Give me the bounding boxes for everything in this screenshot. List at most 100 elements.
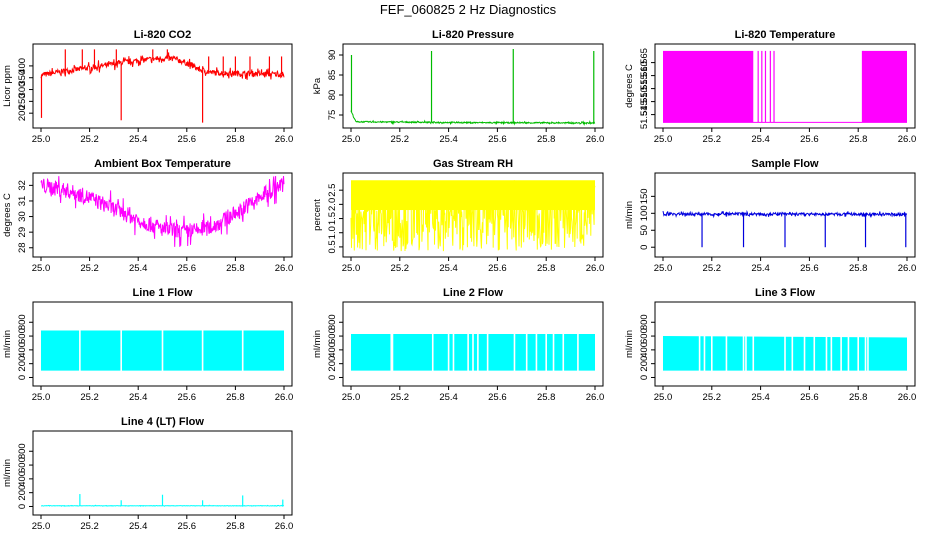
data-layer: [351, 332, 595, 372]
data-layer: [40, 49, 285, 123]
y-tick-label: 2.0: [327, 198, 338, 211]
chart-panel: Gas Stream RH percent 25.0 25.2 25.4 25.6 25.8…: [312, 158, 604, 274]
y-tick-label: 800: [17, 314, 28, 330]
y-tick-label: 0: [639, 245, 650, 250]
y-tick-label: 90: [327, 50, 338, 61]
data-layer: [663, 335, 907, 372]
x-tick-label: 25.2: [703, 392, 722, 403]
x-tick-label: 25.8: [849, 134, 868, 145]
y-axis-label: kPa: [312, 77, 323, 94]
x-tick-label: 26.0: [275, 392, 294, 403]
x-tick-label: 25.0: [654, 134, 673, 145]
plot-frame: [654, 172, 916, 258]
y-axis-label: ml/min: [2, 330, 13, 358]
x-tick-label: 26.0: [586, 263, 605, 274]
y-tick-label: 800: [17, 443, 28, 459]
x-tick-label: 26.0: [586, 134, 605, 145]
x-tick-label: 25.0: [32, 521, 51, 532]
y-tick-label: 1.0: [327, 226, 338, 239]
x-tick-label: 25.2: [391, 134, 410, 145]
x-tick-label: 25.4: [751, 134, 770, 145]
y-tick-label: 51.545: [639, 100, 650, 129]
data-layer: [41, 494, 285, 507]
x-tick-label: 25.0: [342, 263, 361, 274]
x-tick-label: 25.2: [80, 521, 99, 532]
y-tick-label: 800: [327, 314, 338, 330]
data-layer: [662, 209, 908, 248]
y-tick-label: 200: [17, 485, 28, 501]
plot-frame: [32, 301, 293, 387]
x-tick-label: 26.0: [586, 392, 605, 403]
y-tick-label: 400: [639, 342, 650, 358]
y-tick-label: 80: [327, 90, 338, 101]
chart-title: Li-820 CO2: [134, 29, 191, 41]
y-axis-label: degrees C: [624, 64, 635, 108]
x-tick-label: 25.8: [226, 521, 245, 532]
x-tick-label: 25.0: [32, 392, 51, 403]
chart-panel: Line 1 Flow ml/min 25.0 25.2 25.4 25.6 25.8 26.…: [2, 287, 293, 403]
data-band: [663, 50, 754, 123]
x-tick-label: 25.0: [32, 134, 51, 145]
y-tick-label: 200: [327, 356, 338, 372]
y-tick-label: 0: [17, 504, 28, 509]
chart-title: Sample Flow: [751, 158, 819, 170]
chart-panel: Sample Flow ml/min 25.0 25.2 25.4 25.6 25.8 26.…: [624, 158, 916, 274]
x-tick-label: 25.2: [391, 392, 410, 403]
x-tick-label: 25.6: [178, 134, 197, 145]
y-tick-label: 1.5: [327, 212, 338, 225]
data-layer: [663, 50, 907, 123]
x-tick-label: 25.4: [751, 263, 770, 274]
chart-panel: Li-820 Temperature degrees C 25.0 25.2 25.4 2…: [624, 29, 916, 145]
y-tick-label: 200: [17, 105, 28, 121]
y-axis-label: ml/min: [624, 201, 635, 229]
x-tick-label: 25.4: [129, 134, 148, 145]
y-tick-label: 600: [639, 328, 650, 344]
y-tick-label: 75: [327, 110, 338, 121]
chart-panel: Line 2 Flow ml/min 25.0 25.2 25.4 25.6 25.8 26.…: [312, 287, 604, 403]
y-tick-label: 600: [327, 328, 338, 344]
x-tick-label: 25.4: [439, 263, 458, 274]
y-tick-label: 31: [17, 196, 28, 207]
x-tick-label: 25.4: [439, 392, 458, 403]
chart-title: Li-820 Temperature: [735, 29, 836, 41]
series-line: [41, 504, 285, 507]
y-tick-label: 200: [17, 356, 28, 372]
y-tick-label: 50: [639, 225, 650, 236]
y-tick-label: 400: [17, 471, 28, 487]
x-tick-label: 25.4: [129, 521, 148, 532]
y-tick-label: 600: [17, 328, 28, 344]
y-tick-label: 51.555: [639, 74, 650, 103]
plot-frame: [654, 43, 916, 129]
plot-frame: [32, 43, 293, 129]
y-tick-label: 0: [327, 375, 338, 380]
x-tick-label: 25.8: [537, 263, 556, 274]
series-line: [40, 175, 285, 247]
figure-title: FEF_060825 2 Hz Diagnostics: [380, 2, 557, 17]
y-tick-label: 250: [17, 93, 28, 109]
chart-title: Ambient Box Temperature: [94, 158, 231, 170]
x-tick-label: 25.8: [226, 134, 245, 145]
plot-frame: [342, 301, 604, 387]
y-axis-label: Licor ppm: [2, 65, 13, 107]
y-tick-label: 32: [17, 180, 28, 191]
chart-title: Line 3 Flow: [755, 287, 815, 299]
chart-title: Gas Stream RH: [433, 158, 513, 170]
x-tick-label: 25.6: [800, 392, 819, 403]
y-tick-label: 28: [17, 242, 28, 253]
x-tick-label: 26.0: [898, 392, 917, 403]
x-tick-label: 25.2: [703, 134, 722, 145]
y-tick-label: 0: [17, 375, 28, 380]
x-tick-label: 26.0: [275, 134, 294, 145]
y-tick-label: 51.560: [639, 61, 650, 90]
y-tick-label: 30: [17, 211, 28, 222]
data-band: [861, 50, 907, 123]
x-tick-label: 25.2: [80, 134, 99, 145]
x-tick-label: 25.8: [849, 392, 868, 403]
y-tick-label: 29: [17, 227, 28, 238]
x-tick-label: 25.2: [703, 263, 722, 274]
panel-grid: Li-820 CO2 Licor ppm 25.0 25.2 25.4 25.6 25.8 2…: [2, 29, 916, 532]
x-tick-label: 25.6: [800, 263, 819, 274]
x-tick-label: 25.6: [178, 392, 197, 403]
series-line: [40, 52, 285, 80]
